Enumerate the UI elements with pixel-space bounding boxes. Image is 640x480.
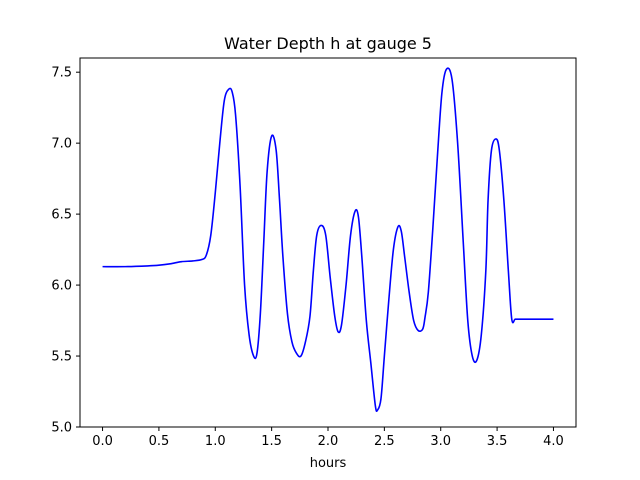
x-axis-label: hours — [310, 456, 347, 471]
chart-title: Water Depth h at gauge 5 — [224, 34, 432, 53]
plot-frame — [79, 57, 577, 428]
y-tick-label: 6.0 — [51, 279, 72, 294]
series-line — [102, 67, 554, 413]
y-tick-label: 6.5 — [51, 208, 72, 223]
x-tick-label: 2.5 — [374, 434, 395, 449]
y-axis: 5.0 5.5 6.0 6.5 7.0 7.5 — [51, 66, 80, 436]
plot-area — [102, 67, 554, 413]
x-tick-label: 3.5 — [487, 434, 508, 449]
x-tick-label: 4.0 — [543, 434, 564, 449]
x-tick-label: 0.0 — [92, 434, 113, 449]
x-tick-label: 1.0 — [205, 434, 226, 449]
x-axis: 0.0 0.5 1.0 1.5 2.0 2.5 3.0 3.5 4.0 — [92, 427, 564, 449]
x-tick-label: 2.0 — [318, 434, 339, 449]
x-tick-label: 1.5 — [261, 434, 282, 449]
y-tick-label: 5.5 — [51, 350, 72, 365]
y-tick-label: 5.0 — [51, 421, 72, 436]
y-tick-label: 7.0 — [51, 137, 72, 152]
x-tick-label: 0.5 — [149, 434, 170, 449]
x-tick-label: 3.0 — [430, 434, 451, 449]
y-tick-label: 7.5 — [51, 66, 72, 81]
